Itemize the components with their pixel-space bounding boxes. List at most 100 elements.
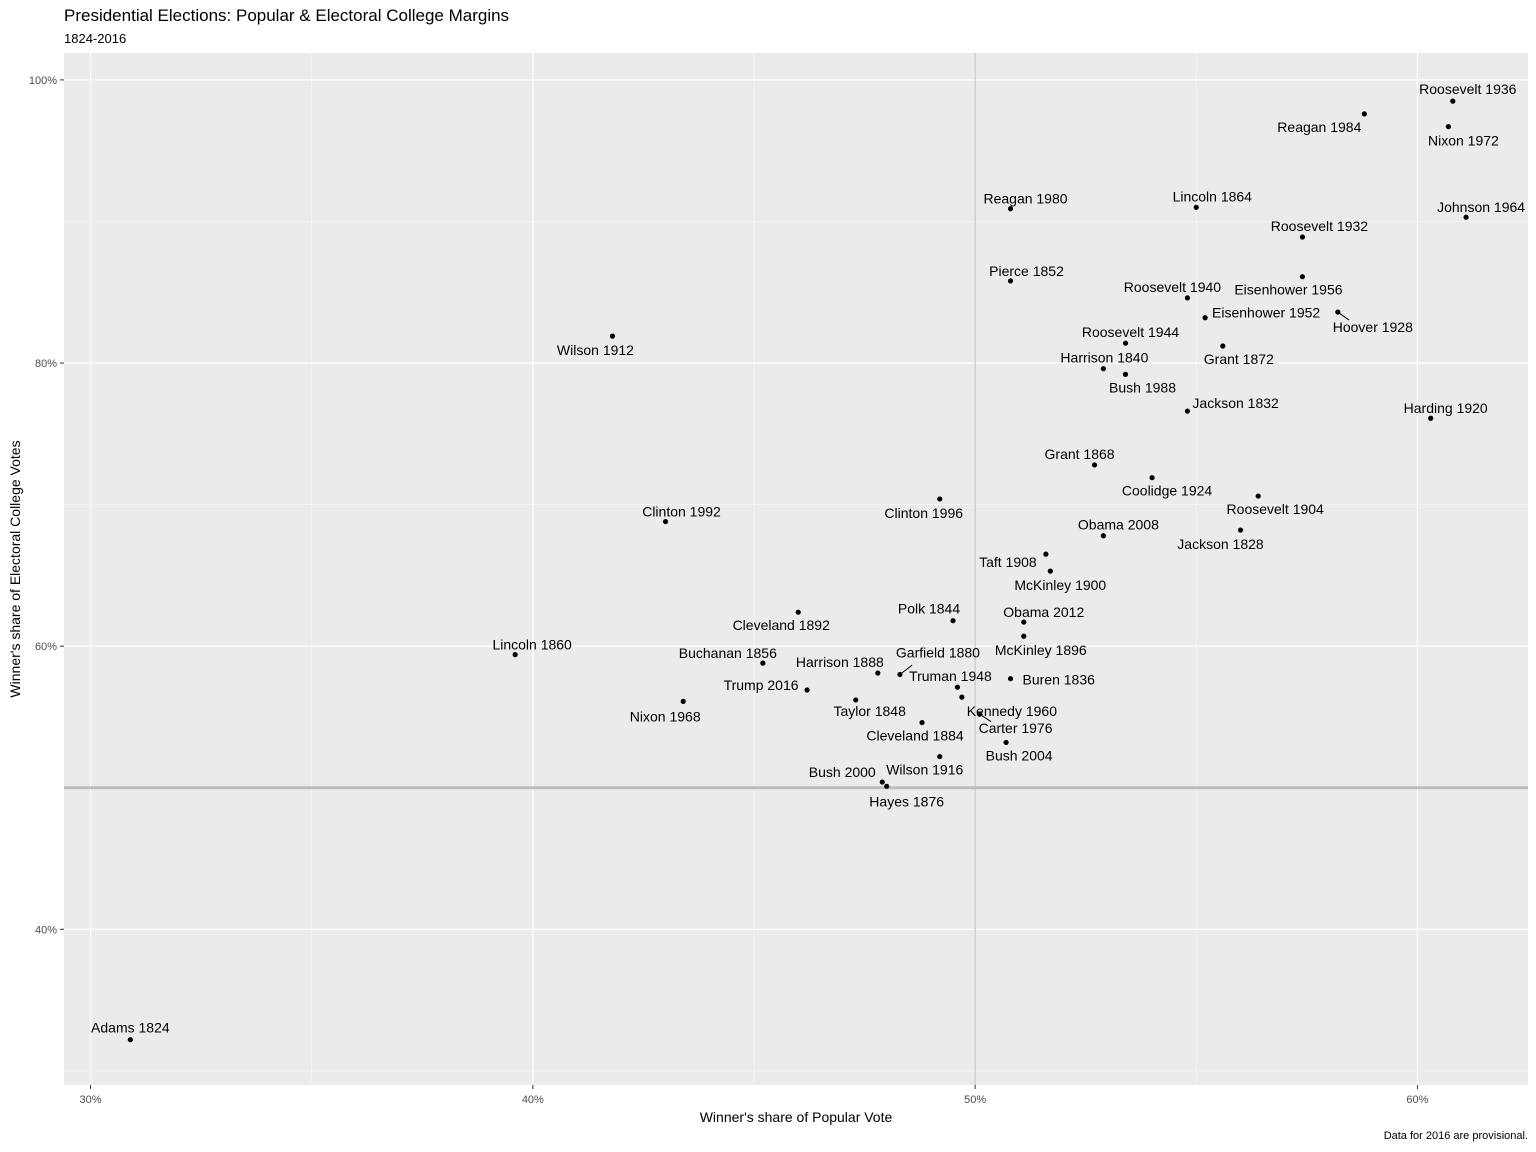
point-label: Clinton 1992 [642, 504, 721, 520]
data-point [1021, 619, 1027, 625]
point-label: Jackson 1828 [1177, 536, 1264, 552]
data-point [1361, 111, 1367, 117]
point-label: Hayes 1876 [869, 793, 944, 809]
point-label: Obama 2008 [1078, 517, 1159, 533]
point-label: Coolidge 1924 [1122, 483, 1213, 499]
data-point [950, 618, 956, 624]
data-point [884, 783, 890, 789]
data-point [1299, 234, 1306, 240]
point-label: Obama 2012 [1003, 604, 1084, 620]
x-tick-label: 40% [522, 1094, 544, 1106]
data-point [662, 518, 669, 525]
data-point [1220, 343, 1226, 349]
data-point [1237, 527, 1244, 533]
y-tick-label: 80% [35, 358, 57, 370]
reference-lines [64, 53, 1528, 1085]
point-label: Grant 1868 [1045, 446, 1115, 462]
point-label: Eisenhower 1952 [1212, 305, 1320, 321]
chart-subtitle: 1824-2016 [64, 31, 127, 46]
data-point [1184, 408, 1191, 414]
data-point [127, 1037, 133, 1043]
data-point [1149, 475, 1155, 481]
data-point [954, 684, 961, 690]
x-tick-label: 30% [80, 1094, 102, 1106]
point-label: Cleveland 1884 [866, 728, 964, 744]
point-label: Roosevelt 1936 [1419, 81, 1517, 97]
point-label: Garfield 1880 [896, 644, 980, 660]
data-point [937, 753, 943, 760]
data-point [919, 719, 925, 726]
x-tick-label: 50% [964, 1094, 986, 1106]
x-axis-title: Winner's share of Popular Vote [700, 1109, 893, 1125]
data-point [853, 697, 859, 703]
data-point [1007, 676, 1014, 682]
point-label: Pierce 1852 [989, 263, 1064, 279]
data-point [680, 698, 686, 704]
x-tick-label: 60% [1406, 1094, 1428, 1106]
data-point [1122, 340, 1129, 346]
data-point [1184, 295, 1191, 301]
data-point [937, 496, 943, 502]
point-label: Roosevelt 1944 [1082, 324, 1180, 340]
provisional-note: Data for 2016 are provisional. [1383, 1130, 1528, 1142]
point-label: Roosevelt 1932 [1271, 218, 1369, 234]
point-label: Bush 2004 [986, 747, 1053, 763]
point-label: Jackson 1832 [1192, 395, 1279, 411]
point-label: Wilson 1916 [886, 762, 963, 778]
point-label: Carter 1976 [979, 720, 1053, 736]
point-label: Lincoln 1864 [1173, 188, 1253, 204]
data-point [1003, 739, 1009, 746]
data-point [795, 609, 801, 615]
data-point [609, 333, 616, 339]
point-label: Clinton 1996 [884, 505, 963, 521]
point-label: Harrison 1840 [1060, 350, 1148, 366]
data-point [897, 671, 903, 678]
data-point [1091, 462, 1098, 468]
data-point [1450, 98, 1456, 104]
point-label: Lincoln 1860 [492, 637, 572, 653]
point-label: Roosevelt 1940 [1124, 279, 1222, 295]
point-label: Roosevelt 1904 [1227, 501, 1325, 517]
data-points [127, 98, 1469, 1043]
point-label: Reagan 1980 [983, 191, 1067, 207]
point-label: Harding 1920 [1404, 400, 1488, 416]
data-point [1445, 124, 1451, 130]
data-point [760, 660, 766, 666]
chart-title: Presidential Elections: Popular & Electo… [64, 6, 510, 25]
point-label: Nixon 1968 [630, 708, 701, 724]
data-point [1428, 415, 1434, 421]
point-label: Wilson 1912 [557, 342, 634, 358]
data-point [1122, 371, 1129, 377]
point-label: Johnson 1964 [1437, 199, 1525, 215]
data-point [1335, 309, 1341, 315]
point-label: Kennedy 1960 [967, 703, 1058, 719]
data-point [1193, 204, 1199, 210]
point-label: Adams 1824 [91, 1020, 170, 1036]
data-point [1255, 493, 1261, 499]
data-point [976, 711, 983, 717]
x-axis-ticks: 30% 40% 50% 60% [80, 1085, 1429, 1106]
point-label: Buren 1836 [1023, 672, 1096, 688]
y-tick-label: 60% [35, 641, 57, 653]
data-point [512, 652, 518, 658]
y-tick-label: 100% [29, 75, 57, 87]
data-point [1202, 315, 1208, 321]
data-point [1007, 278, 1014, 284]
point-label: Grant 1872 [1204, 351, 1274, 367]
point-label: Hoover 1928 [1333, 319, 1413, 335]
point-label: Trump 2016 [724, 677, 799, 693]
point-label: Nixon 1972 [1428, 133, 1499, 149]
point-label: Bush 1988 [1109, 379, 1176, 395]
point-label: McKinley 1896 [995, 642, 1087, 658]
point-label: Reagan 1984 [1277, 119, 1361, 135]
data-point [1007, 206, 1014, 212]
point-label: Polk 1844 [898, 601, 960, 617]
point-label: McKinley 1900 [1014, 577, 1106, 593]
data-point [879, 779, 885, 785]
point-label: Taylor 1848 [834, 703, 907, 719]
y-axis-title: Winner's share of Electoral College Vote… [7, 440, 23, 697]
data-point [1043, 551, 1049, 557]
point-label: Cleveland 1892 [733, 617, 831, 633]
point-label: Truman 1948 [909, 668, 992, 684]
